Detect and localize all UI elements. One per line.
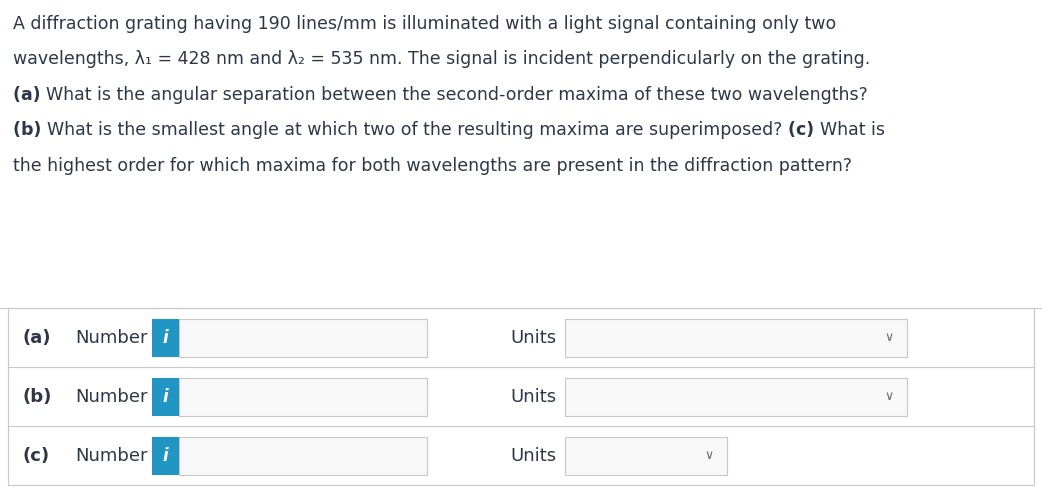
FancyBboxPatch shape <box>152 378 179 416</box>
FancyBboxPatch shape <box>152 318 179 356</box>
Text: i: i <box>163 447 169 464</box>
Text: (c): (c) <box>788 121 820 140</box>
Text: Number: Number <box>75 329 148 347</box>
Text: What is the smallest angle at which two of the resulting maxima are superimposed: What is the smallest angle at which two … <box>47 121 788 140</box>
Text: (c): (c) <box>22 447 49 464</box>
FancyBboxPatch shape <box>152 436 179 475</box>
Text: the highest order for which maxima for both wavelengths are present in the diffr: the highest order for which maxima for b… <box>13 157 851 175</box>
Text: i: i <box>163 329 169 347</box>
Text: (a): (a) <box>13 86 46 104</box>
Text: Units: Units <box>510 329 556 347</box>
FancyBboxPatch shape <box>179 436 427 475</box>
Text: Number: Number <box>75 447 148 464</box>
Text: ∨: ∨ <box>885 331 893 344</box>
Text: (b): (b) <box>13 121 47 140</box>
Text: ∨: ∨ <box>704 449 713 462</box>
Text: Units: Units <box>510 387 556 406</box>
Bar <box>8 308 1034 485</box>
Text: Units: Units <box>510 447 556 464</box>
FancyBboxPatch shape <box>179 378 427 416</box>
Text: i: i <box>163 387 169 406</box>
Text: wavelengths, λ₁ = 428 nm and λ₂ = 535 nm. The signal is incident perpendicularly: wavelengths, λ₁ = 428 nm and λ₂ = 535 nm… <box>13 50 870 69</box>
Text: ∨: ∨ <box>885 390 893 403</box>
FancyBboxPatch shape <box>179 318 427 356</box>
FancyBboxPatch shape <box>565 436 726 475</box>
Text: (b): (b) <box>22 387 51 406</box>
Text: (a): (a) <box>22 329 50 347</box>
FancyBboxPatch shape <box>565 378 907 416</box>
FancyBboxPatch shape <box>565 318 907 356</box>
Text: A diffraction grating having 190 lines/mm is illuminated with a light signal con: A diffraction grating having 190 lines/m… <box>13 15 836 33</box>
Text: Number: Number <box>75 387 148 406</box>
Text: What is the angular separation between the second-order maxima of these two wave: What is the angular separation between t… <box>46 86 868 104</box>
Text: What is: What is <box>820 121 885 140</box>
